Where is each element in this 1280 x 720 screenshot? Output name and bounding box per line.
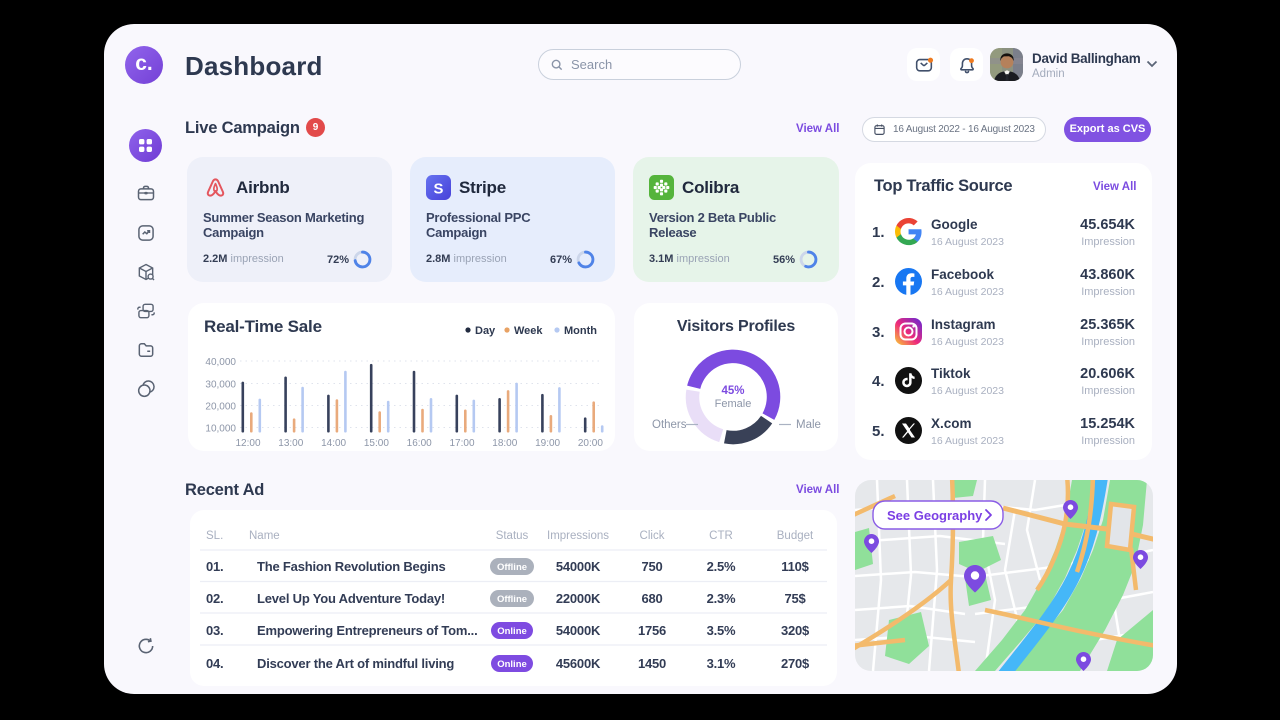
svg-text:19:00: 19:00 bbox=[535, 438, 560, 449]
svg-text:16:00: 16:00 bbox=[407, 438, 432, 449]
svg-text:20:00: 20:00 bbox=[578, 438, 603, 449]
svg-text:Facebook: Facebook bbox=[931, 267, 995, 282]
svg-text:1756: 1756 bbox=[638, 623, 666, 638]
svg-text:Impression: Impression bbox=[1081, 236, 1135, 248]
svg-text:45%: 45% bbox=[721, 385, 744, 397]
svg-text:Male: Male bbox=[796, 419, 821, 431]
svg-text:45600K: 45600K bbox=[556, 656, 601, 671]
svg-text:18:00: 18:00 bbox=[492, 438, 517, 449]
svg-text:S: S bbox=[434, 181, 444, 197]
svg-text:Level Up You Adventure Today!: Level Up You Adventure Today! bbox=[257, 591, 445, 606]
svg-text:16 August 2023: 16 August 2023 bbox=[931, 336, 1004, 348]
svg-text:Day: Day bbox=[475, 325, 496, 337]
svg-text:320$: 320$ bbox=[781, 623, 810, 638]
svg-text:Discover the Art of mindful li: Discover the Art of mindful living bbox=[257, 656, 454, 671]
svg-text:680: 680 bbox=[641, 591, 662, 606]
svg-text:Impression: Impression bbox=[1081, 286, 1135, 298]
svg-text:1450: 1450 bbox=[638, 656, 666, 671]
svg-text:01.: 01. bbox=[206, 559, 223, 574]
svg-text:Tiktok: Tiktok bbox=[931, 366, 971, 381]
svg-text:16 August 2023: 16 August 2023 bbox=[931, 435, 1004, 447]
svg-text:Female: Female bbox=[715, 398, 752, 410]
svg-text:15:00: 15:00 bbox=[364, 438, 389, 449]
svg-text:Impression: Impression bbox=[1081, 385, 1135, 397]
svg-text:Impression: Impression bbox=[1081, 435, 1135, 447]
svg-text:Name: Name bbox=[249, 530, 280, 542]
svg-text:10,000: 10,000 bbox=[205, 424, 236, 435]
svg-text:750: 750 bbox=[641, 559, 662, 574]
svg-text:20,000: 20,000 bbox=[205, 402, 236, 413]
svg-text:25.365K: 25.365K bbox=[1080, 317, 1135, 333]
svg-text:12:00: 12:00 bbox=[235, 438, 260, 449]
svg-text:270$: 270$ bbox=[781, 656, 810, 671]
svg-text:3.1%: 3.1% bbox=[707, 656, 736, 671]
svg-text:16 August 2023: 16 August 2023 bbox=[931, 385, 1004, 397]
svg-text:2.3%: 2.3% bbox=[707, 591, 736, 606]
svg-text:X.com: X.com bbox=[931, 416, 972, 431]
svg-text:Click: Click bbox=[640, 530, 665, 542]
svg-text:Online: Online bbox=[497, 626, 527, 637]
svg-text:3.5%: 3.5% bbox=[707, 623, 736, 638]
svg-text:3.: 3. bbox=[872, 324, 885, 341]
svg-text:54000K: 54000K bbox=[556, 623, 601, 638]
svg-text:Impressions: Impressions bbox=[547, 530, 609, 542]
svg-text:CTR: CTR bbox=[709, 530, 733, 542]
svg-text:17:00: 17:00 bbox=[449, 438, 474, 449]
svg-text:Online: Online bbox=[497, 659, 527, 670]
svg-text:2.5%: 2.5% bbox=[707, 559, 736, 574]
svg-text:15.254K: 15.254K bbox=[1080, 416, 1135, 432]
svg-text:75$: 75$ bbox=[784, 591, 806, 606]
svg-text:Offline: Offline bbox=[497, 594, 527, 605]
svg-text:54000K: 54000K bbox=[556, 559, 601, 574]
svg-text:45.654K: 45.654K bbox=[1080, 217, 1135, 233]
svg-text:4.: 4. bbox=[872, 373, 885, 390]
svg-text:16 August 2023: 16 August 2023 bbox=[931, 286, 1004, 298]
svg-text:See Geography: See Geography bbox=[887, 508, 983, 523]
svg-text:22000K: 22000K bbox=[556, 591, 601, 606]
svg-text:Status: Status bbox=[496, 530, 529, 542]
svg-text:Week: Week bbox=[514, 325, 543, 337]
svg-text:The Fashion Revolution Begins: The Fashion Revolution Begins bbox=[257, 559, 446, 574]
svg-text:14:00: 14:00 bbox=[321, 438, 346, 449]
svg-text:2.: 2. bbox=[872, 274, 885, 291]
svg-text:Others: Others bbox=[652, 419, 687, 431]
svg-text:Impression: Impression bbox=[1081, 336, 1135, 348]
svg-text:Offline: Offline bbox=[497, 562, 527, 573]
svg-text:04.: 04. bbox=[206, 656, 223, 671]
svg-text:Instagram: Instagram bbox=[931, 317, 996, 332]
svg-text:Month: Month bbox=[564, 325, 597, 337]
svg-text:110$: 110$ bbox=[781, 559, 809, 574]
svg-text:Empowering Entrepreneurs of To: Empowering Entrepreneurs of Tom... bbox=[257, 623, 477, 638]
svg-text:16 August 2023: 16 August 2023 bbox=[931, 236, 1004, 248]
svg-text:43.860K: 43.860K bbox=[1080, 267, 1135, 283]
svg-text:1.: 1. bbox=[872, 224, 885, 241]
svg-text:13:00: 13:00 bbox=[278, 438, 303, 449]
svg-text:20.606K: 20.606K bbox=[1080, 366, 1135, 382]
svg-text:Google: Google bbox=[931, 217, 978, 232]
svg-text:30,000: 30,000 bbox=[205, 380, 236, 391]
svg-text:03.: 03. bbox=[206, 623, 223, 638]
svg-text:5.: 5. bbox=[872, 423, 885, 440]
svg-text:SL.: SL. bbox=[206, 530, 223, 542]
svg-text:Budget: Budget bbox=[777, 530, 814, 542]
svg-text:02.: 02. bbox=[206, 591, 223, 606]
svg-text:40,000: 40,000 bbox=[205, 357, 236, 368]
